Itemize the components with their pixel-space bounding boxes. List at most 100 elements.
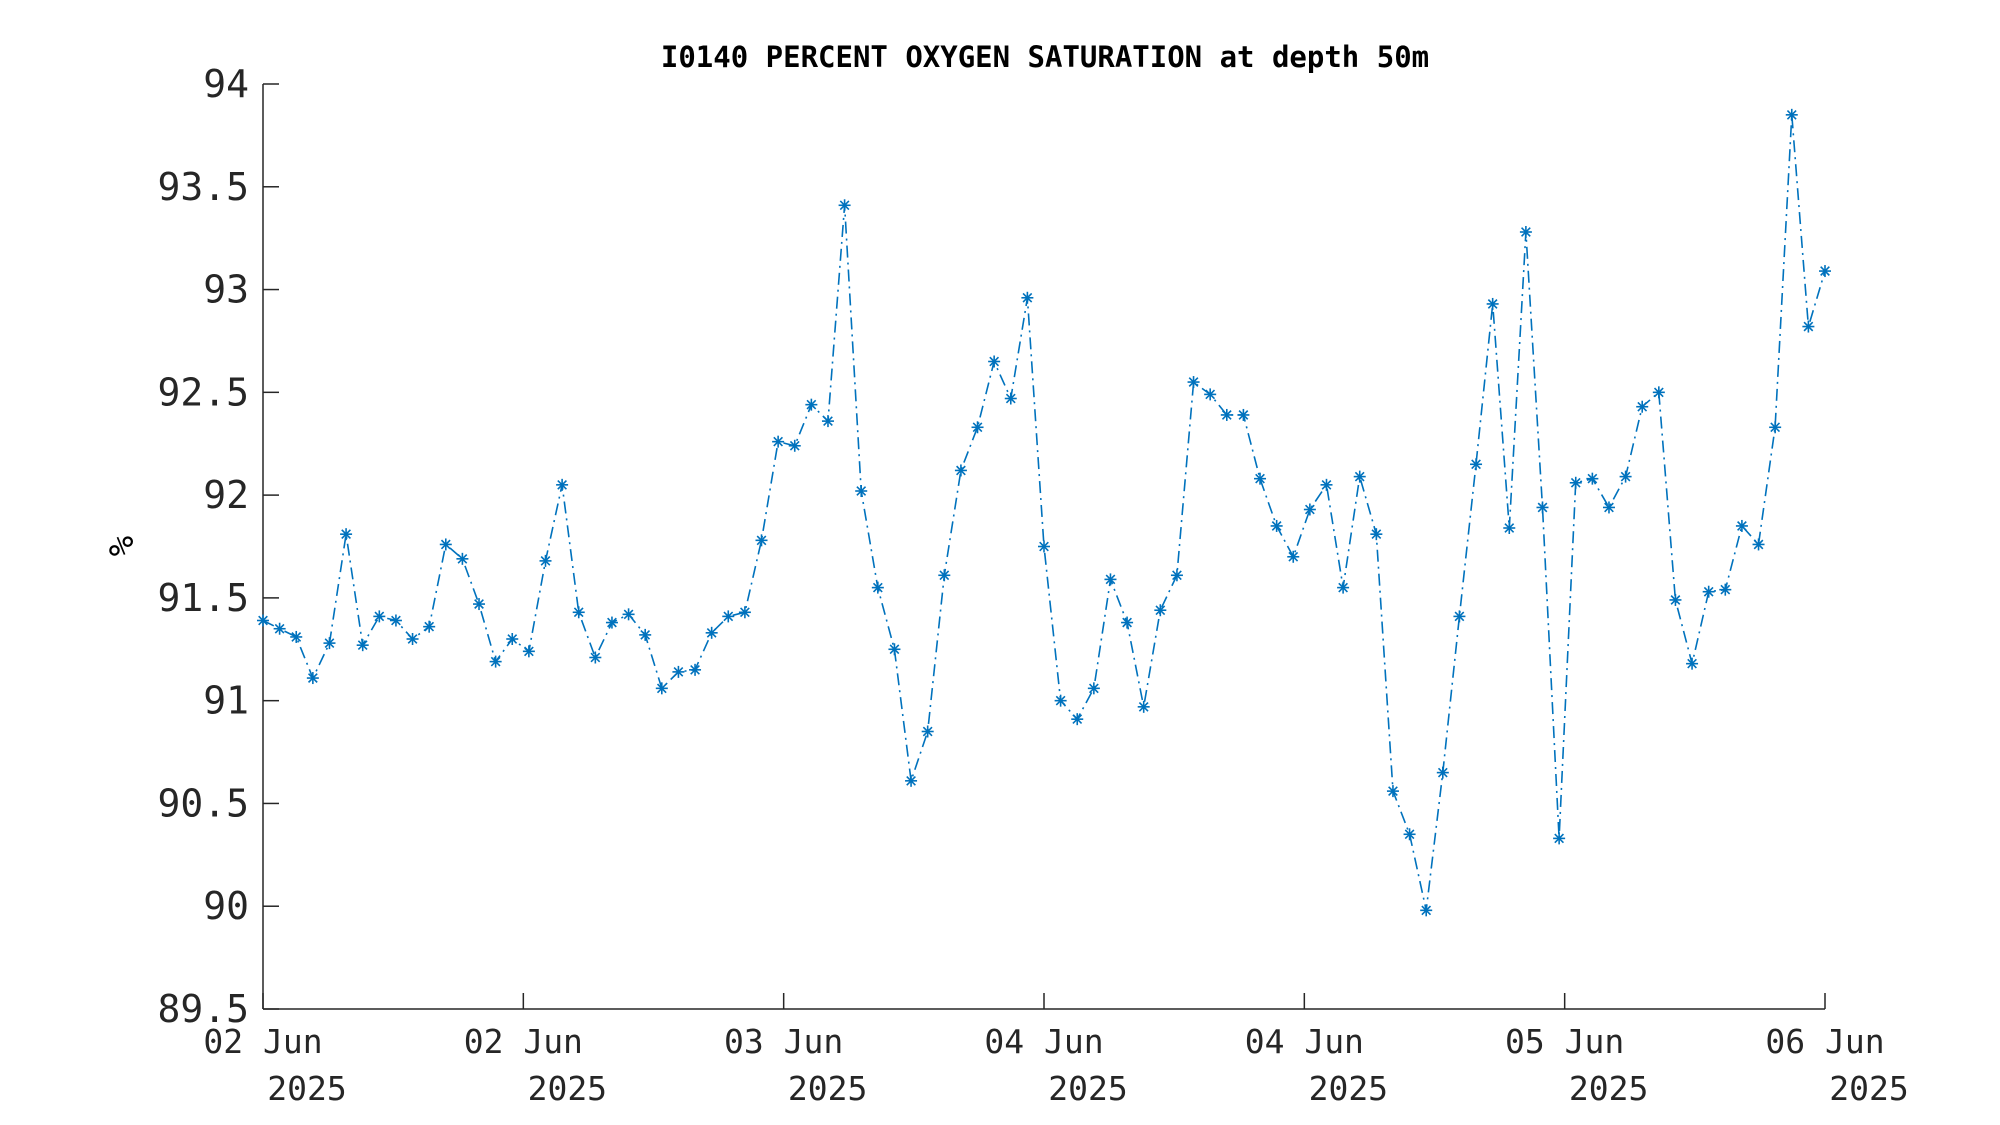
data-point <box>871 581 884 594</box>
x-tick-label: 03 Jun <box>724 1022 843 1061</box>
data-point <box>1403 828 1416 841</box>
data-point <box>1519 226 1532 238</box>
data-point <box>1702 585 1715 598</box>
data-point <box>1536 501 1549 514</box>
chart-title: I0140 PERCENT OXYGEN SATURATION at depth… <box>661 40 1429 74</box>
data-point <box>257 614 269 627</box>
data-point <box>755 534 768 547</box>
data-point <box>1121 616 1134 629</box>
data-point <box>1021 291 1034 304</box>
data-point <box>1602 501 1615 514</box>
data-point <box>905 774 918 787</box>
data-point <box>489 655 502 668</box>
y-tick-label: 90 <box>203 884 249 928</box>
data-point <box>622 608 635 621</box>
data-point <box>1553 832 1566 845</box>
x-tick-label: 05 Jun <box>1505 1022 1624 1061</box>
series-line <box>262 114 1826 911</box>
data-point <box>456 552 469 565</box>
y-tick-label: 89.5 <box>157 987 249 1031</box>
y-tick-label: 93 <box>203 268 249 312</box>
data-point <box>1071 713 1084 726</box>
data-point <box>423 620 436 633</box>
x-tick-label: 04 Jun <box>984 1022 1103 1061</box>
data-point <box>971 421 984 434</box>
data-point <box>539 554 552 567</box>
data-point <box>1470 458 1483 471</box>
x-ticks: 02 Jun 2025 02 Jun 2025 03 Jun 2025 04 Jun 2025… <box>203 993 1909 1108</box>
data-point <box>340 528 353 541</box>
data-point <box>1287 550 1300 563</box>
data-point <box>921 725 934 738</box>
data-point <box>738 606 751 619</box>
y-tick-label: 92.5 <box>157 370 249 414</box>
data-point <box>1054 694 1067 707</box>
data-point <box>705 626 718 639</box>
data-point <box>522 645 535 658</box>
data-point <box>290 630 303 643</box>
data-point <box>1220 408 1233 421</box>
data-point <box>1636 400 1649 413</box>
y-ticks: 89.5 90 90.5 91 91.5 92 92.5 93 93.5 94 <box>157 62 279 1031</box>
data-point <box>1735 519 1748 532</box>
data-point <box>373 610 386 623</box>
data-point <box>605 616 618 629</box>
data-point <box>805 398 818 411</box>
data-point <box>1087 682 1100 695</box>
data-point <box>1619 470 1632 483</box>
data-point <box>1652 386 1665 399</box>
data-point <box>356 639 369 652</box>
data-point <box>1486 297 1499 310</box>
data-point <box>439 538 452 551</box>
data-point <box>672 665 685 678</box>
data-point <box>1420 904 1433 917</box>
data-point <box>988 355 1001 368</box>
data-point <box>1303 503 1316 516</box>
data-point <box>1038 540 1050 553</box>
data-point <box>1337 581 1350 594</box>
data-point <box>1270 519 1283 532</box>
data-point <box>821 415 834 428</box>
x-tick-label-year: 2025 <box>528 1069 607 1108</box>
data-point <box>1353 470 1366 483</box>
y-axis-label: % <box>102 536 142 556</box>
data-point <box>1752 538 1765 551</box>
data-point <box>1719 583 1732 596</box>
data-point <box>689 663 702 676</box>
data-point <box>1204 388 1217 401</box>
data-point <box>1004 392 1017 405</box>
data-point <box>1802 320 1815 333</box>
x-tick-label-year: 2025 <box>1048 1069 1127 1108</box>
x-tick-label-year: 2025 <box>1309 1069 1388 1108</box>
data-point <box>589 651 602 664</box>
data-point <box>1104 573 1117 586</box>
data-point <box>1254 472 1267 485</box>
data-point <box>888 643 901 656</box>
data-point <box>838 199 851 212</box>
x-tick-label-year: 2025 <box>1829 1069 1908 1108</box>
data-point <box>1370 528 1383 541</box>
data-point <box>1320 478 1333 491</box>
y-tick-label: 93.5 <box>157 165 249 209</box>
data-point <box>1436 766 1449 779</box>
data-point <box>473 598 486 611</box>
data-point <box>722 610 735 623</box>
data-point <box>1785 108 1798 121</box>
plot-area <box>257 108 1831 917</box>
data-point <box>655 682 668 695</box>
data-point <box>1154 604 1167 617</box>
data-point <box>1137 700 1150 713</box>
data-point <box>323 637 336 650</box>
y-tick-label: 90.5 <box>157 781 249 825</box>
x-tick-label: 06 Jun <box>1765 1022 1884 1061</box>
data-point <box>1386 785 1399 798</box>
data-point <box>1453 610 1466 623</box>
y-tick-label: 94 <box>203 62 249 106</box>
y-tick-label: 92 <box>203 473 249 517</box>
data-point <box>938 569 951 582</box>
data-point <box>855 485 868 497</box>
data-point <box>506 633 519 645</box>
x-tick-label-year: 2025 <box>788 1069 867 1108</box>
data-point <box>788 439 801 452</box>
